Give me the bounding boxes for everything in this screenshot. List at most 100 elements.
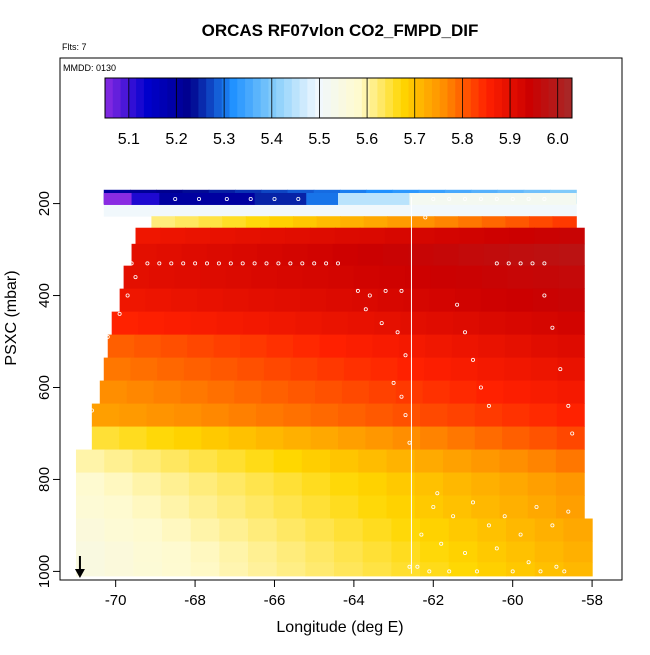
colorbar-tick-label: 5.2: [165, 131, 187, 148]
heat-cell: [444, 203, 472, 217]
heat-cell: [430, 265, 457, 290]
heat-cell: [387, 216, 412, 229]
obs-point: [312, 261, 317, 266]
colorbar-segment: [525, 78, 534, 118]
heat-cell: [210, 227, 236, 245]
heat-cell: [534, 541, 565, 563]
heat-cell: [190, 518, 220, 542]
heat-cell: [295, 311, 323, 336]
obs-point: [530, 261, 535, 266]
heat-cell: [409, 227, 436, 245]
obs-point: [462, 196, 467, 201]
heat-cell: [555, 449, 585, 473]
heat-cell: [183, 357, 212, 381]
heat-cell: [164, 311, 192, 336]
heat-cell: [248, 562, 278, 577]
colorbar-segment: [307, 78, 316, 118]
heat-cell: [160, 472, 190, 496]
heat-cell: [504, 334, 532, 359]
heat-cell: [153, 380, 182, 404]
heat-cell: [530, 380, 558, 404]
colorbar-segment: [377, 78, 386, 118]
obs-point: [399, 394, 404, 399]
heat-cell: [197, 288, 224, 313]
heat-cell: [532, 288, 559, 313]
heat-cell: [398, 334, 426, 359]
obs-point: [129, 261, 134, 266]
obs-point: [518, 532, 523, 537]
colorbar-segment: [276, 78, 285, 118]
heat-cell: [228, 403, 257, 427]
heat-cell: [330, 495, 359, 519]
heat-cell: [481, 216, 507, 229]
heat-cell: [377, 288, 405, 313]
colorbar-segment: [540, 78, 550, 118]
heat-cell: [563, 518, 593, 542]
colorbar-segment: [564, 78, 573, 118]
heat-cell: [245, 472, 275, 496]
heat-cell: [358, 449, 388, 473]
obs-point: [240, 261, 245, 266]
heat-cell: [145, 288, 172, 313]
heat-cell: [213, 334, 241, 359]
colorbar-segment: [447, 78, 456, 118]
heat-cell-top: [306, 193, 339, 205]
heat-cell: [160, 334, 188, 359]
heat-cell: [530, 357, 559, 381]
obs-point: [216, 261, 221, 266]
heat-cell: [232, 243, 258, 267]
heat-cell: [248, 288, 276, 313]
heat-cell: [497, 203, 525, 217]
heat-cell-top: [254, 193, 307, 205]
heat-cell: [156, 203, 184, 217]
heat-cell: [433, 243, 460, 267]
heat-cell: [471, 449, 501, 473]
colorbar-segment: [268, 78, 277, 118]
colorbar-segment: [252, 78, 262, 118]
heat-cell: [198, 216, 223, 229]
heat-cell: [219, 518, 249, 542]
colorbar-segment: [206, 78, 215, 118]
colorbar-tick-label: 5.7: [404, 131, 426, 148]
heat-cell: [302, 265, 329, 290]
colorbar-tick-label: 5.9: [499, 131, 521, 148]
heat-cell: [456, 265, 483, 290]
heat-cell: [316, 216, 341, 229]
colorbar-segment: [470, 78, 480, 118]
heat-cell: [555, 495, 585, 519]
y-tick-label: 800: [36, 467, 53, 492]
heat-cell: [99, 380, 128, 404]
x-tick-label: -66: [264, 592, 286, 609]
obs-point: [486, 403, 491, 408]
heat-cell: [319, 334, 347, 359]
obs-point: [435, 491, 440, 496]
obs-point: [439, 541, 444, 546]
obs-point: [550, 523, 555, 528]
heat-cell: [476, 380, 505, 404]
colorbar-segment: [284, 78, 293, 118]
heat-cell: [477, 357, 505, 381]
heat-cell: [527, 449, 557, 473]
obs-point: [474, 569, 479, 574]
heat-cell: [450, 357, 478, 381]
heat-cell: [341, 380, 370, 404]
heat-cell: [362, 541, 392, 563]
heat-cell-top: [103, 193, 133, 205]
heat-cell: [434, 216, 459, 229]
heat-cell: [391, 541, 421, 563]
heat-cell: [266, 334, 294, 359]
heat-cell: [391, 562, 421, 577]
heat-cell: [156, 243, 183, 267]
heat-cell: [75, 495, 105, 519]
colorbar-segment: [478, 78, 487, 118]
heat-cell: [313, 203, 341, 217]
heat-cell: [245, 216, 270, 229]
heat-cell: [157, 357, 185, 381]
heat-cell: [478, 334, 506, 359]
heat-cell: [386, 449, 416, 473]
heat-cell: [201, 426, 230, 450]
heat-cell: [135, 227, 162, 245]
heat-cell: [260, 227, 286, 245]
obs-point: [204, 261, 209, 266]
heat-cell: [359, 227, 386, 245]
